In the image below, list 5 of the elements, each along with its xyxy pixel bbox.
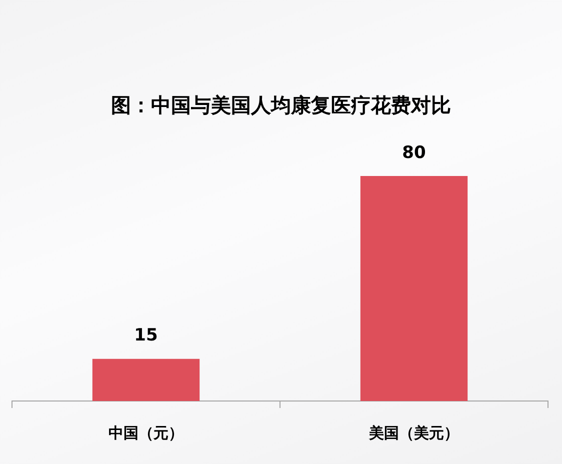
data-label: 80 xyxy=(402,142,426,163)
x-tick-label: 美国（美元） xyxy=(368,424,459,442)
x-tick-label: 中国（元） xyxy=(108,424,184,442)
data-label: 15 xyxy=(134,326,158,346)
chart-title: 图：中国与美国人均康复医疗花费对比 xyxy=(110,92,452,119)
